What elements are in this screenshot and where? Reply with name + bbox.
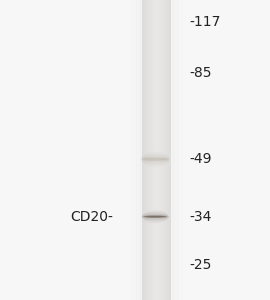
Bar [176, 0, 177, 300]
Bar [146, 0, 147, 300]
Bar [136, 0, 137, 300]
Bar [136, 0, 137, 300]
Bar [140, 0, 141, 300]
Text: -117: -117 [189, 16, 220, 29]
Bar [162, 0, 163, 300]
Text: -49: -49 [189, 152, 211, 166]
Bar [137, 0, 138, 300]
Bar [133, 0, 134, 300]
Ellipse shape [141, 158, 169, 161]
Ellipse shape [143, 215, 167, 218]
Bar [159, 0, 160, 300]
Bar [141, 0, 142, 300]
Bar [154, 0, 155, 300]
Bar [148, 0, 149, 300]
Bar [156, 0, 157, 300]
Bar [173, 0, 174, 300]
Bar [150, 0, 151, 300]
Bar [177, 0, 178, 300]
Ellipse shape [142, 215, 168, 218]
Bar [172, 0, 173, 300]
Bar [181, 0, 182, 300]
Bar [153, 0, 154, 300]
Bar [179, 0, 180, 300]
Bar [171, 0, 172, 300]
Ellipse shape [142, 214, 168, 219]
Bar [158, 0, 159, 300]
Bar [155, 0, 156, 300]
Bar [175, 0, 176, 300]
Bar [180, 0, 181, 300]
Bar [149, 0, 150, 300]
Ellipse shape [146, 216, 165, 217]
Bar [167, 0, 168, 300]
Text: -34: -34 [189, 210, 211, 224]
Bar [161, 0, 162, 300]
Bar [130, 0, 131, 300]
Bar [163, 0, 164, 300]
Bar [147, 0, 148, 300]
Bar [144, 0, 145, 300]
Ellipse shape [142, 214, 168, 219]
Bar [170, 0, 171, 300]
Bar [165, 0, 166, 300]
Bar [145, 0, 146, 300]
Bar [166, 0, 167, 300]
Bar [177, 0, 178, 300]
Bar [131, 0, 133, 300]
Bar [157, 0, 158, 300]
Text: -25: -25 [189, 258, 211, 272]
Bar [168, 0, 169, 300]
Bar [160, 0, 161, 300]
Ellipse shape [141, 157, 169, 162]
Bar [134, 0, 135, 300]
Bar [138, 0, 139, 300]
Bar [151, 0, 152, 300]
Bar [169, 0, 170, 300]
Bar [178, 0, 179, 300]
Text: -85: -85 [189, 66, 211, 80]
Bar [181, 0, 183, 300]
Bar [143, 0, 144, 300]
Bar [132, 0, 133, 300]
Ellipse shape [142, 213, 168, 220]
Ellipse shape [142, 213, 168, 220]
Bar [164, 0, 165, 300]
Bar [173, 0, 174, 300]
Bar [139, 0, 140, 300]
Bar [131, 0, 132, 300]
Bar [174, 0, 175, 300]
Text: CD20-: CD20- [70, 210, 113, 224]
Bar [152, 0, 153, 300]
Ellipse shape [143, 158, 168, 161]
Bar [140, 0, 141, 300]
Bar [142, 0, 143, 300]
Bar [182, 0, 183, 300]
Bar [135, 0, 136, 300]
